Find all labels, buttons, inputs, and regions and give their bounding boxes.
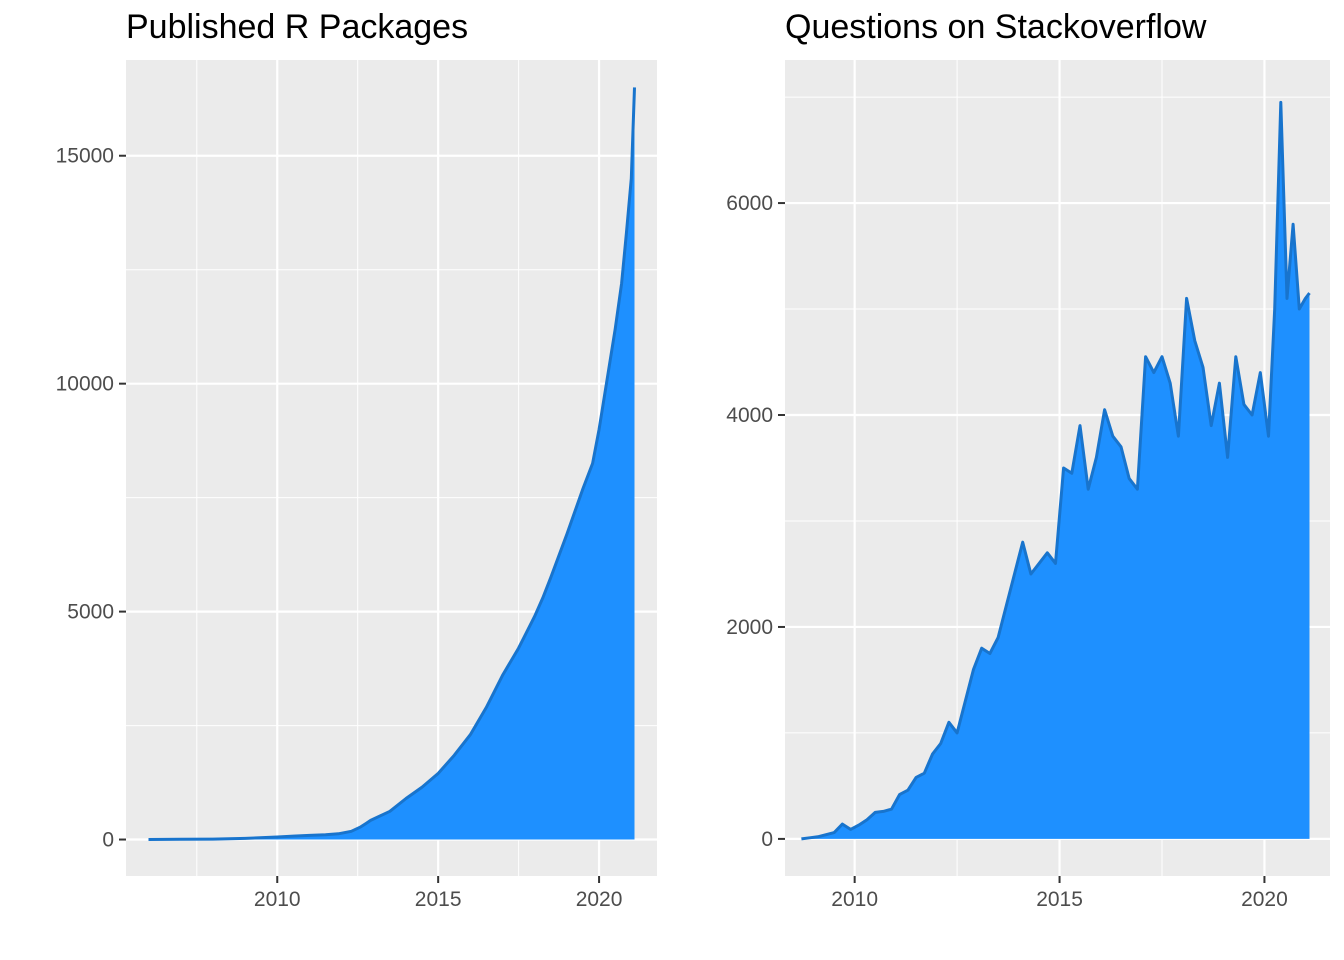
- series-line: [801, 100, 1311, 841]
- x-tick-label: 2015: [1036, 888, 1083, 911]
- x-tick-label: 2020: [1241, 888, 1288, 911]
- y-tick-label: 4000: [726, 404, 773, 427]
- y-tick-label: 0: [761, 828, 773, 851]
- y-tick-label: 2000: [726, 616, 773, 639]
- y-tick-label: 15000: [56, 145, 114, 168]
- chart-questions-on-stackoverflow: Questions on Stackoverflow 0 2000 4000 6000…: [726, 8, 1330, 911]
- x-tick-label: 2010: [831, 888, 878, 911]
- chart-title: Questions on Stackoverflow: [785, 8, 1207, 46]
- y-tick-label: 10000: [56, 373, 114, 396]
- series-area: [801, 102, 1310, 839]
- x-tick-label: 2020: [576, 888, 623, 911]
- chart-title: Published R Packages: [126, 8, 468, 46]
- chart-published-r-packages: Published R Packages 0 5000 10000 15000 2010…: [56, 8, 657, 911]
- x-tick-label: 2010: [254, 888, 301, 911]
- series-area: [148, 87, 635, 840]
- y-tick-label: 6000: [726, 192, 773, 215]
- y-tick-label: 0: [102, 829, 114, 852]
- series-line: [148, 87, 636, 841]
- y-tick-label: 5000: [67, 601, 114, 624]
- x-tick-label: 2015: [415, 888, 462, 911]
